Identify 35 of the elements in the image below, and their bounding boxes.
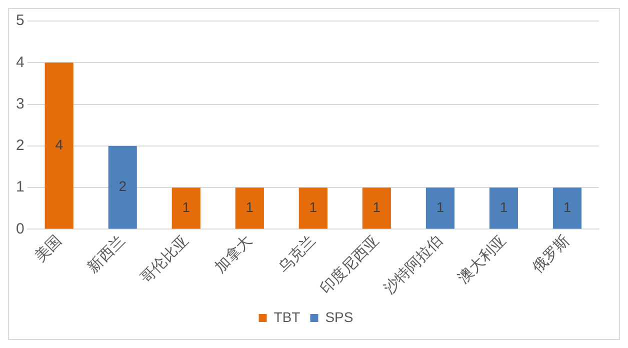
bar (172, 188, 200, 229)
data-label: 4 (55, 136, 64, 153)
y-tick-label: 4 (16, 54, 24, 71)
data-label: 1 (563, 199, 572, 216)
data-label: 1 (309, 199, 318, 216)
bar (298, 188, 328, 229)
x-tick-label: 澳大利亚 (455, 232, 510, 287)
x-tick-label: 新西兰 (84, 232, 128, 276)
data-label: 1 (246, 199, 254, 216)
x-tick-label: 乌克兰 (275, 232, 319, 276)
bar (108, 146, 137, 229)
y-tick-label: 5 (16, 12, 24, 30)
legend-label: TBT (274, 308, 301, 325)
y-tick-label: 0 (16, 220, 24, 238)
y-tick-label: 3 (16, 95, 24, 112)
legend-label: SPS (325, 308, 354, 325)
x-tick-label: 沙特阿拉伯 (380, 232, 446, 298)
x-tick-label: 美国 (32, 232, 65, 266)
x-tick-label: 俄罗斯 (529, 232, 573, 276)
y-tick-label: 1 (16, 178, 24, 196)
bar (489, 188, 518, 229)
x-tick-label: 印度尼西亚 (317, 232, 382, 298)
y-tick-label: 2 (16, 137, 24, 154)
data-label: 1 (436, 199, 444, 216)
data-label: 1 (500, 199, 508, 216)
data-label: 2 (118, 178, 127, 194)
x-tick-label: 哥伦比亚 (137, 232, 192, 287)
bar (362, 188, 391, 229)
bar (235, 188, 264, 229)
bar (426, 188, 454, 229)
data-label: 1 (372, 199, 381, 216)
data-label: 1 (182, 199, 190, 216)
bar (552, 188, 582, 229)
x-tick-label: 加拿大 (212, 232, 256, 276)
bar (44, 62, 74, 229)
